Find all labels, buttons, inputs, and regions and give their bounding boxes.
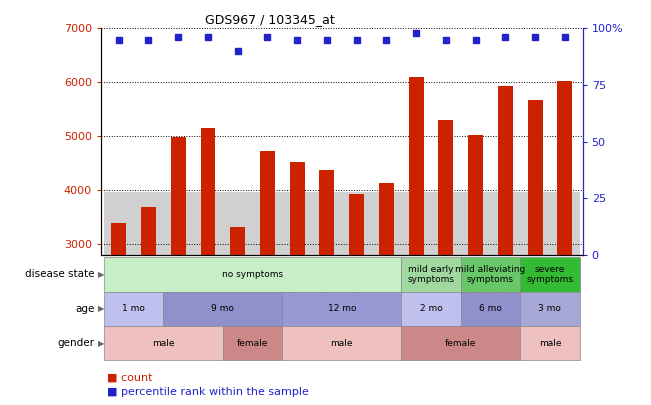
Text: male: male (331, 339, 353, 348)
Bar (520, 292, 579, 326)
Bar (320, 170, 335, 255)
Text: mild alleviating
symptoms: mild alleviating symptoms (455, 265, 525, 284)
Text: 2 mo: 2 mo (420, 304, 443, 313)
Text: mild early
symptoms: mild early symptoms (408, 265, 454, 284)
Bar (527, 100, 542, 255)
Bar (104, 326, 223, 360)
Bar (230, 226, 245, 255)
Bar (520, 257, 579, 292)
Text: disease state: disease state (25, 269, 94, 279)
Bar (283, 326, 401, 360)
Bar (461, 257, 520, 292)
Bar (468, 135, 483, 255)
Text: severe
symptoms: severe symptoms (527, 265, 574, 284)
Bar (401, 326, 520, 360)
Text: ■ percentile rank within the sample: ■ percentile rank within the sample (107, 387, 309, 397)
Text: no symptoms: no symptoms (222, 270, 283, 279)
Bar (260, 151, 275, 255)
Bar (171, 137, 186, 255)
Bar (141, 207, 156, 255)
Text: 3 mo: 3 mo (538, 304, 561, 313)
Text: 9 mo: 9 mo (212, 304, 234, 313)
Bar (461, 292, 520, 326)
Bar (401, 257, 461, 292)
Text: female: female (237, 339, 268, 348)
Bar (290, 162, 305, 255)
Bar (163, 292, 283, 326)
Text: ■ count: ■ count (107, 373, 153, 383)
Bar (557, 81, 572, 255)
Bar (104, 257, 401, 292)
Bar (104, 292, 163, 326)
Bar (438, 120, 453, 255)
Bar (223, 326, 283, 360)
Text: age: age (75, 304, 94, 314)
Text: male: male (152, 339, 174, 348)
Text: ▶: ▶ (98, 304, 104, 313)
Bar (401, 292, 461, 326)
Bar (349, 194, 364, 255)
Bar (409, 77, 424, 255)
Bar (201, 128, 215, 255)
Bar (379, 183, 394, 255)
Bar (498, 85, 513, 255)
Title: GDS967 / 103345_at: GDS967 / 103345_at (204, 13, 335, 26)
Bar (283, 292, 401, 326)
Text: ▶: ▶ (98, 270, 104, 279)
Text: 6 mo: 6 mo (479, 304, 502, 313)
Bar (104, 192, 579, 255)
Text: female: female (445, 339, 477, 348)
Text: ▶: ▶ (98, 339, 104, 348)
Bar (111, 223, 126, 255)
Text: 12 mo: 12 mo (327, 304, 356, 313)
Text: gender: gender (57, 338, 94, 348)
Text: male: male (538, 339, 561, 348)
Text: 1 mo: 1 mo (122, 304, 145, 313)
Bar (520, 326, 579, 360)
